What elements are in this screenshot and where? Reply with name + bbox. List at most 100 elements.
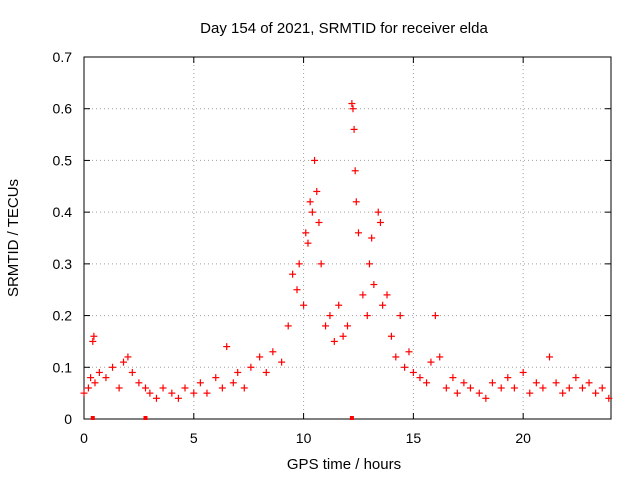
data-point: [352, 198, 360, 206]
data-point: [344, 322, 351, 330]
y-tick-label: 0.7: [53, 49, 73, 65]
x-tick-label: 15: [406, 430, 422, 446]
data-point: [442, 384, 450, 392]
data-point: [203, 389, 211, 397]
data-point: [196, 379, 204, 387]
data-point: [466, 384, 474, 392]
data-point: [326, 312, 334, 320]
data-point: [383, 291, 391, 299]
data-point: [174, 394, 182, 402]
data-point: [102, 374, 110, 382]
data-point: [449, 374, 457, 382]
data-point: [532, 379, 540, 387]
data-point: [379, 301, 387, 309]
data-point: [409, 368, 417, 376]
data-point: [262, 368, 270, 376]
x-tick-label: 10: [296, 430, 312, 446]
data-point: [365, 260, 373, 268]
data-point: [135, 379, 143, 387]
data-point: [315, 218, 323, 226]
baseline-marker: [349, 416, 354, 420]
data-point: [234, 368, 242, 376]
data-point: [269, 348, 277, 356]
data-point: [368, 234, 376, 242]
data-point: [475, 389, 483, 397]
data-point: [401, 363, 409, 371]
data-point: [95, 368, 103, 376]
data-point: [90, 332, 98, 340]
data-point: [159, 384, 167, 392]
data-point: [330, 337, 338, 345]
x-tick-label: 20: [515, 430, 531, 446]
data-point: [546, 353, 554, 361]
grid: [84, 57, 611, 419]
data-point: [322, 322, 330, 330]
data-point: [374, 208, 382, 216]
data-point: [289, 270, 297, 278]
data-point: [387, 332, 395, 340]
data-point: [396, 312, 404, 320]
data-point: [146, 389, 154, 397]
data-point: [436, 353, 444, 361]
data-point: [605, 394, 613, 402]
data-point: [300, 301, 308, 309]
data-point: [168, 389, 176, 397]
data-point: [363, 312, 371, 320]
x-axis-label: GPS time / hours: [287, 456, 401, 473]
data-point: [392, 353, 400, 361]
data-point: [510, 384, 518, 392]
data-point: [87, 374, 95, 382]
data-point: [592, 389, 600, 397]
data-point: [339, 332, 347, 340]
data-point: [539, 384, 547, 392]
data-point: [504, 374, 512, 382]
data-points: [80, 100, 613, 402]
x-axis-ticks: 0 5 10 15 20: [80, 57, 531, 446]
data-point: [212, 374, 220, 382]
data-point: [311, 156, 319, 164]
data-point: [308, 208, 316, 216]
data-point: [552, 379, 560, 387]
data-point: [359, 291, 367, 299]
y-axis-label: SRMTID / TECUs: [5, 179, 22, 297]
data-point: [317, 260, 325, 268]
data-point: [190, 389, 198, 397]
data-point: [565, 384, 573, 392]
data-point: [578, 384, 586, 392]
data-point: [152, 394, 160, 402]
data-point: [460, 379, 468, 387]
data-point: [519, 368, 527, 376]
data-point: [84, 384, 92, 392]
data-point: [416, 374, 424, 382]
data-point: [376, 218, 384, 226]
data-point: [370, 281, 378, 289]
data-point: [181, 384, 189, 392]
data-point: [313, 187, 321, 195]
data-point: [304, 239, 312, 247]
data-point: [256, 353, 264, 361]
data-point: [128, 368, 136, 376]
data-point: [482, 394, 490, 402]
y-tick-label: 0.2: [53, 308, 73, 324]
data-point: [247, 363, 255, 371]
data-point: [598, 384, 606, 392]
data-point: [80, 389, 88, 397]
data-point: [427, 358, 435, 366]
data-point: [526, 389, 534, 397]
y-tick-label: 0.3: [53, 256, 73, 272]
data-point: [284, 322, 292, 330]
y-tick-label: 0.1: [53, 359, 73, 375]
data-point: [350, 125, 358, 133]
data-point: [335, 301, 343, 309]
data-point: [348, 100, 356, 108]
y-tick-label: 0.6: [53, 101, 73, 117]
data-point: [349, 105, 357, 113]
data-point: [354, 229, 362, 237]
data-point: [351, 167, 359, 175]
chart-title: Day 154 of 2021, SRMTID for receiver eld…: [200, 20, 488, 37]
x-tick-label: 0: [80, 430, 88, 446]
data-point: [423, 379, 431, 387]
data-point: [453, 389, 461, 397]
data-point: [91, 379, 99, 387]
y-tick-label: 0.4: [53, 204, 73, 220]
